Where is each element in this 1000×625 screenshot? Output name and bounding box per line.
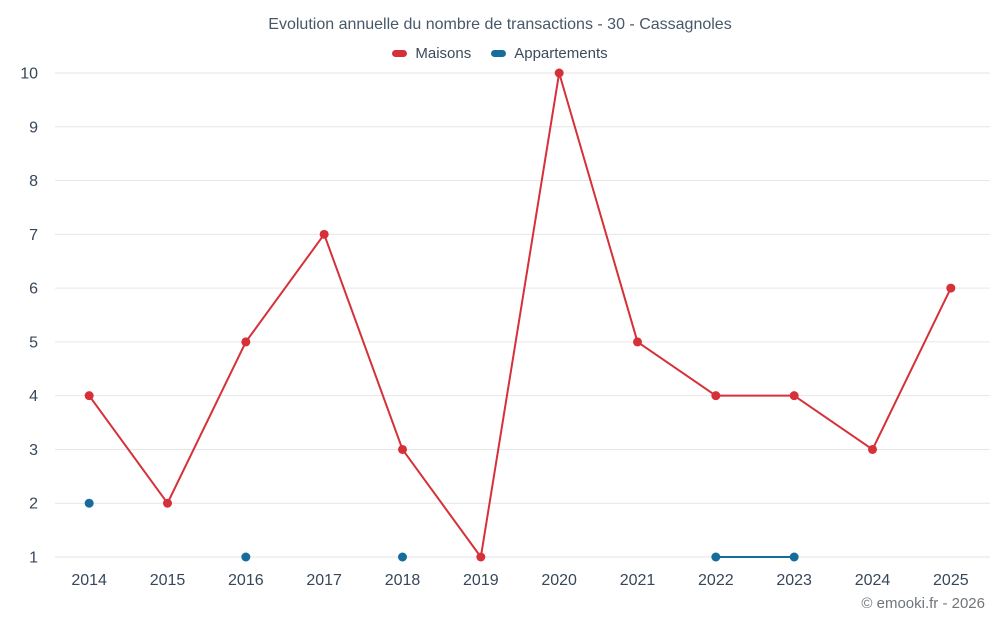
x-axis-label: 2016 — [228, 572, 264, 589]
legend-label-appartements: Appartements — [514, 45, 608, 62]
y-axis-label: 1 — [29, 550, 38, 567]
data-point-appartements-2022[interactable] — [711, 552, 721, 562]
x-axis-label: 2024 — [855, 572, 891, 589]
appartements-swatch-icon — [491, 50, 507, 57]
x-axis-label: 2017 — [306, 572, 342, 589]
data-point-maisons-2019[interactable] — [476, 552, 486, 562]
chart-legend: Maisons Appartements — [0, 45, 1000, 62]
y-axis-label: 5 — [29, 334, 38, 351]
y-axis-label: 9 — [29, 119, 38, 136]
legend-item-appartements[interactable]: Appartements — [491, 45, 608, 62]
data-point-maisons-2025[interactable] — [946, 283, 956, 293]
y-axis-label: 4 — [29, 388, 38, 405]
x-axis-label: 2022 — [698, 572, 734, 589]
x-axis-label: 2019 — [463, 572, 499, 589]
data-point-appartements-2018[interactable] — [398, 552, 407, 562]
data-point-maisons-2017[interactable] — [319, 229, 329, 239]
data-point-maisons-2015[interactable] — [163, 498, 172, 508]
data-point-maisons-2021[interactable] — [633, 337, 642, 347]
y-axis-label: 8 — [29, 173, 38, 190]
data-point-maisons-2023[interactable] — [789, 391, 799, 401]
data-point-maisons-2016[interactable] — [241, 337, 251, 347]
x-axis-label: 2021 — [620, 572, 656, 589]
maisons-swatch-icon — [392, 50, 408, 57]
copyright: © emooki.fr - 2026 — [861, 595, 985, 612]
legend-label-maisons: Maisons — [415, 45, 472, 62]
y-axis-label: 6 — [29, 281, 38, 298]
data-point-maisons-2024[interactable] — [868, 444, 877, 454]
data-point-appartements-2023[interactable] — [789, 552, 799, 562]
x-axis-label: 2014 — [71, 572, 107, 589]
y-axis-label: 7 — [29, 227, 38, 244]
data-point-maisons-2014[interactable] — [84, 391, 94, 401]
y-axis-label: 3 — [29, 442, 38, 459]
x-axis-label: 2015 — [150, 572, 186, 589]
y-axis-label: 10 — [20, 66, 38, 83]
data-point-maisons-2020[interactable] — [554, 68, 564, 78]
y-axis-label: 2 — [29, 496, 38, 513]
data-point-appartements-2016[interactable] — [241, 552, 251, 562]
x-axis-label: 2018 — [385, 572, 421, 589]
chart-title: Evolution annuelle du nombre de transact… — [268, 16, 732, 33]
series-line-maisons — [88, 72, 952, 558]
legend-item-maisons[interactable]: Maisons — [392, 45, 471, 62]
x-axis-label: 2023 — [776, 572, 812, 589]
x-axis-label: 2025 — [933, 572, 969, 589]
data-point-maisons-2018[interactable] — [398, 444, 407, 454]
data-point-maisons-2022[interactable] — [711, 391, 721, 401]
data-point-appartements-2014[interactable] — [84, 498, 94, 508]
x-axis-label: 2020 — [541, 572, 577, 589]
